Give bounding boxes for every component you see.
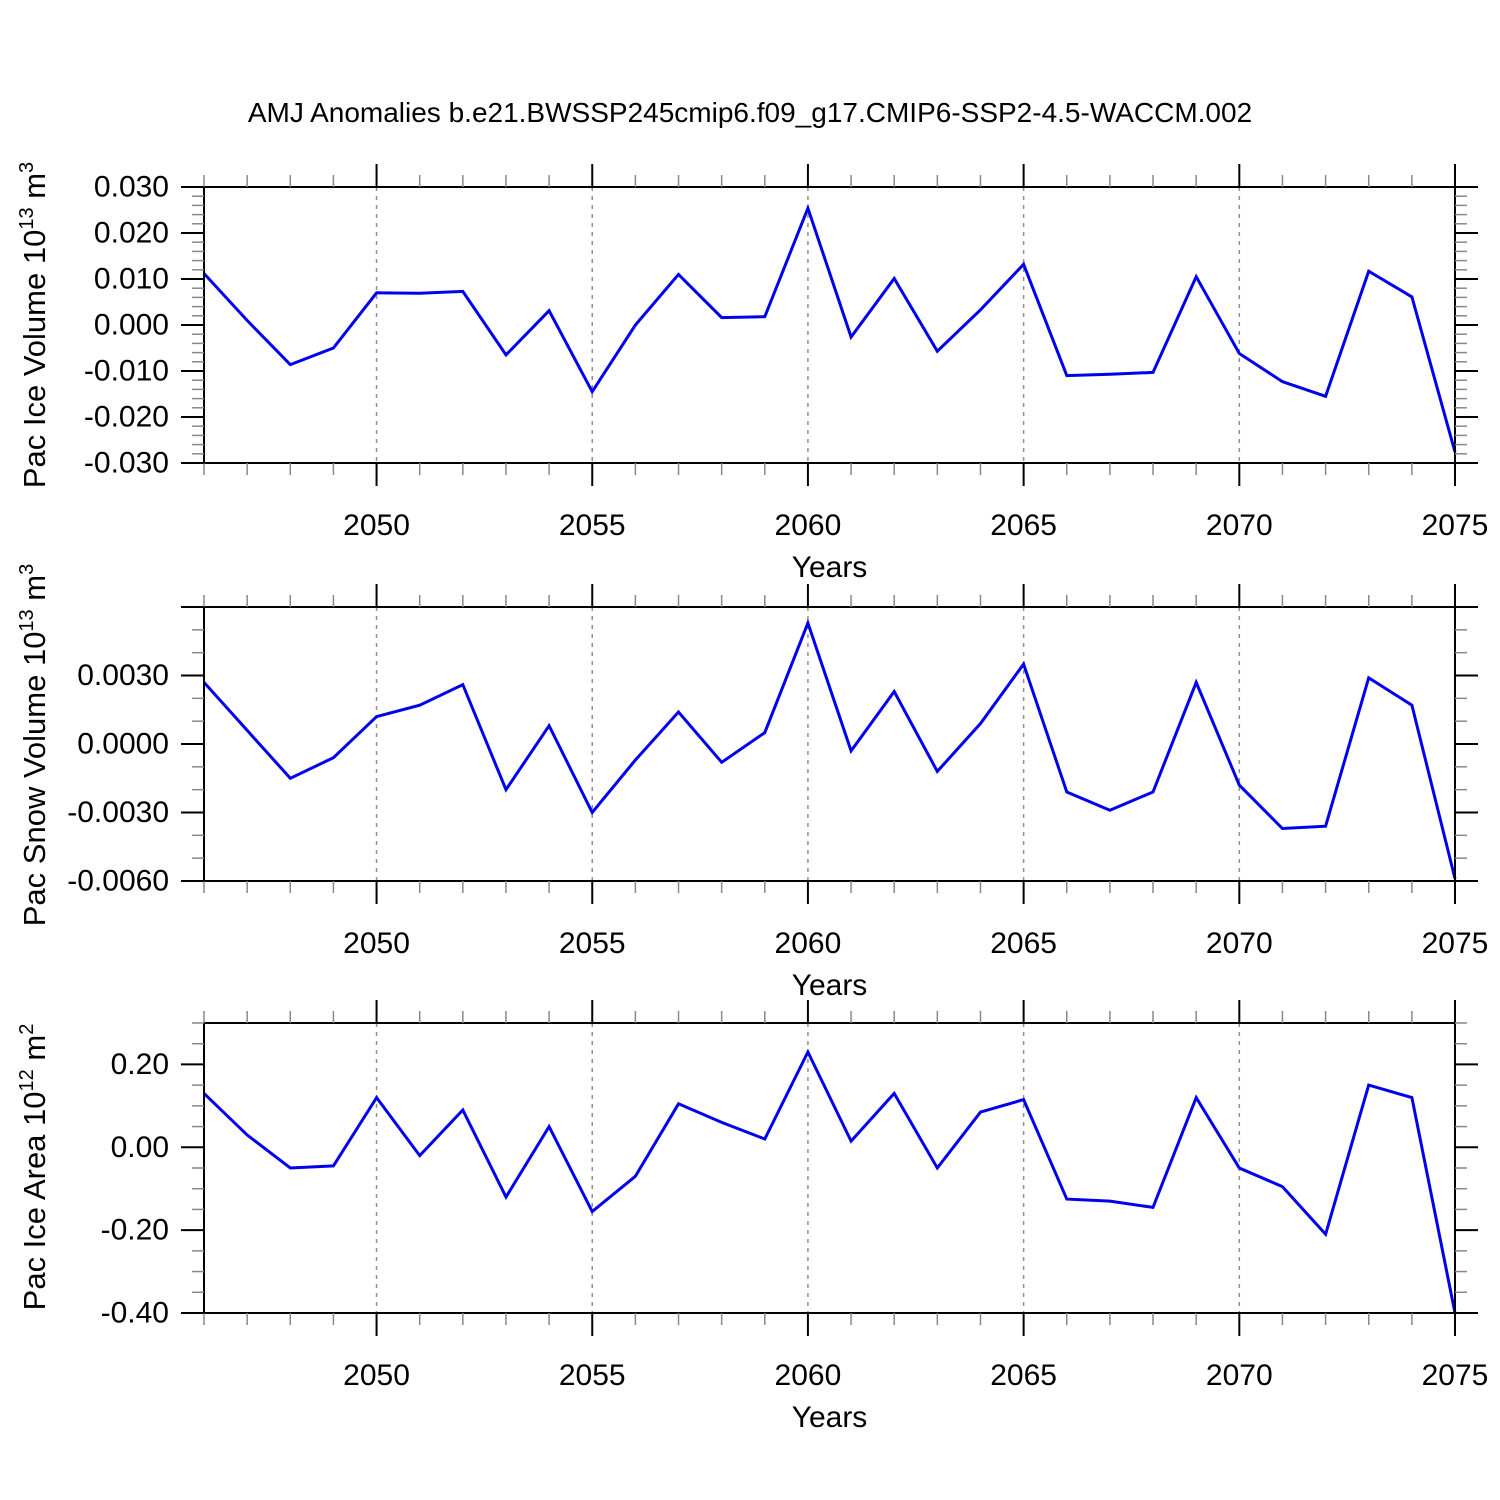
- x-tick-label: 2050: [343, 927, 410, 960]
- x-tick-label: 2075: [1422, 927, 1489, 960]
- x-tick-label: 2050: [343, 1359, 410, 1392]
- x-tick-label: 2070: [1206, 509, 1273, 542]
- y-tick-label: -0.010: [84, 355, 169, 388]
- x-tick-label: 2060: [775, 927, 842, 960]
- axes-frame: [203, 1022, 1456, 1314]
- x-tick-label: 2050: [343, 509, 410, 542]
- x-tick-label: 2075: [1422, 509, 1489, 542]
- y-tick-label: 0.0030: [77, 659, 169, 692]
- y-tick-label: -0.40: [101, 1297, 169, 1330]
- x-tick-label: 2070: [1206, 1359, 1273, 1392]
- y-tick-label: 0.0000: [77, 728, 169, 761]
- y-tick-label: -0.0060: [67, 865, 169, 898]
- y-tick-label: 0.000: [94, 309, 169, 342]
- x-axis-title: Years: [792, 969, 868, 1002]
- x-axis-title: Years: [792, 551, 868, 584]
- panel-pac-ice-area: 0.20 0.00 -0.20 -0.40 2050 2055 2060 2065 2070 20…: [101, 1000, 1489, 1434]
- x-tick-label: 2070: [1206, 927, 1273, 960]
- axes-frame: [203, 606, 1456, 882]
- panel-pac-snow-volume: 0.0030 0.0000 -0.0030 -0.0060 2050 2055 2060 20…: [67, 584, 1488, 1002]
- x-tick-label: 2075: [1422, 1359, 1489, 1392]
- x-tick-label: 2060: [775, 509, 842, 542]
- y-tick-label: 0.010: [94, 263, 169, 296]
- x-axis-title: Years: [792, 1401, 868, 1434]
- y-tick-label: 0.020: [94, 217, 169, 250]
- panel-pac-ice-volume: 0.030 0.020 0.010 0.000 -0.010 -0.020 -0.030 20…: [84, 164, 1488, 584]
- x-tick-label: 2055: [559, 927, 626, 960]
- y-tick-label: -0.030: [84, 447, 169, 480]
- figure-title: AMJ Anomalies b.e21.BWSSP245cmip6.f09_g1…: [247, 97, 1253, 128]
- x-tick-label: 2065: [990, 927, 1057, 960]
- x-tick-label: 2060: [775, 1359, 842, 1392]
- y-tick-label: -0.20: [101, 1214, 169, 1247]
- axes-frame: [203, 186, 1456, 464]
- y-tick-label: 0.030: [94, 171, 169, 204]
- x-tick-label: 2055: [559, 509, 626, 542]
- series-line-pac-ice-area: [202, 1048, 1457, 1314]
- y-tick-label: -0.020: [84, 401, 169, 434]
- x-tick-label: 2055: [559, 1359, 626, 1392]
- y-tick-label: 0.20: [111, 1048, 169, 1081]
- series-line-pac-ice-volume: [202, 203, 1457, 453]
- y-tick-label: -0.0030: [67, 796, 169, 829]
- x-tick-label: 2065: [990, 1359, 1057, 1392]
- series-line-pac-snow-volume: [202, 618, 1457, 880]
- y-tick-label: 0.00: [111, 1131, 169, 1164]
- x-tick-label: 2065: [990, 509, 1057, 542]
